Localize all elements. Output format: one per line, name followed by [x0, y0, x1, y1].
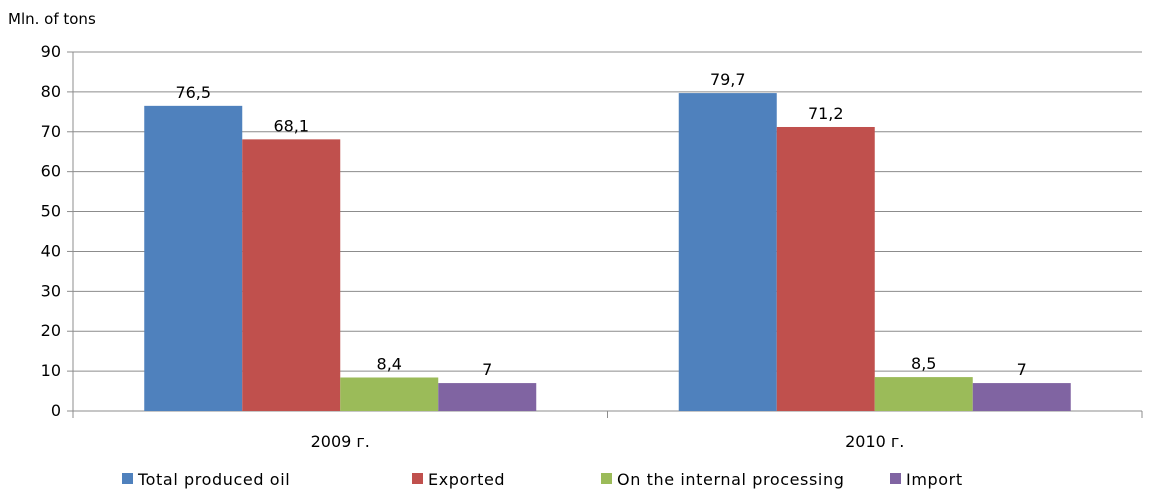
bar: [972, 383, 1071, 411]
y-tick-label: 30: [41, 281, 61, 300]
y-tick-label: 90: [41, 42, 61, 61]
bar: [678, 93, 777, 411]
legend-swatch: [122, 473, 133, 484]
y-tick-label: 60: [41, 162, 61, 181]
y-tick-labels: 0 10 20 30 40 50 60 70 80 90: [41, 42, 61, 420]
legend-swatch: [601, 473, 612, 484]
data-labels: 76,5 68,1 8,4 7 79,7 71,2 8,5 7: [175, 70, 1026, 379]
data-label: 79,7: [710, 70, 746, 89]
x-tick-labels: 2009 г. 2010 г.: [311, 432, 905, 451]
y-tick-label: 0: [51, 401, 61, 420]
data-label: 71,2: [808, 104, 844, 123]
bar: [144, 105, 243, 411]
data-label: 68,1: [273, 116, 309, 135]
data-label: 7: [482, 360, 492, 379]
legend-label: On the internal processing: [617, 470, 844, 489]
bars: [144, 93, 1071, 411]
bar: [242, 139, 341, 411]
bar: [874, 377, 973, 411]
data-label: 7: [1017, 360, 1027, 379]
bar: [340, 377, 439, 411]
bar: [776, 126, 875, 411]
y-tick-label: 40: [41, 241, 61, 260]
legend: Total produced oil Exported On the interna…: [122, 470, 963, 489]
data-label: 76,5: [175, 83, 211, 102]
data-label: 8,5: [911, 354, 936, 373]
y-tick-label: 50: [41, 202, 61, 221]
bar: [438, 383, 537, 411]
legend-label: Exported: [428, 470, 505, 489]
legend-swatch: [890, 473, 901, 484]
y-axis-label: Mln. of tons: [8, 10, 96, 28]
y-tick-label: 80: [41, 82, 61, 101]
y-tick-label: 10: [41, 361, 61, 380]
x-tick-label: 2009 г.: [311, 432, 370, 451]
x-tick-label: 2010 г.: [845, 432, 904, 451]
y-tick-label: 20: [41, 321, 61, 340]
y-tick-label: 70: [41, 122, 61, 141]
legend-label: Import: [906, 470, 963, 489]
data-label: 8,4: [377, 354, 402, 373]
legend-swatch: [412, 473, 423, 484]
legend-label: Total produced oil: [137, 470, 290, 489]
